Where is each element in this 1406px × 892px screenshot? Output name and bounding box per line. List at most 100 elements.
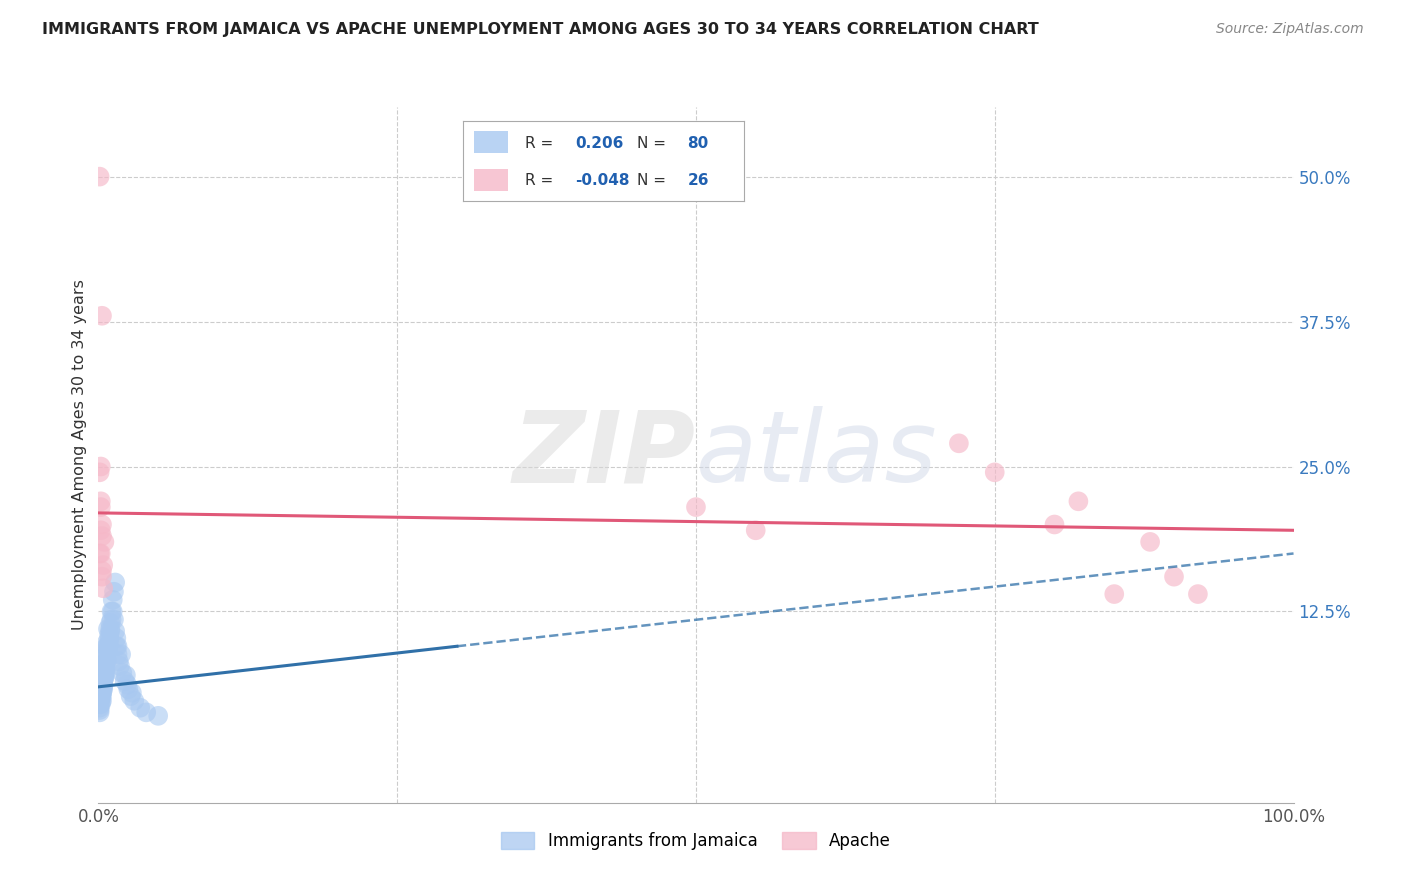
Point xyxy=(103,613,125,627)
Point xyxy=(114,674,136,689)
Text: atlas: atlas xyxy=(696,407,938,503)
Point xyxy=(91,686,114,700)
Point xyxy=(101,605,124,619)
Point xyxy=(745,523,768,537)
Point xyxy=(89,169,111,184)
Point xyxy=(90,689,112,703)
Point xyxy=(93,659,115,673)
Point xyxy=(94,662,117,677)
Point xyxy=(108,659,131,673)
Point xyxy=(91,680,114,694)
Point xyxy=(107,654,129,668)
Point xyxy=(97,642,120,657)
Point xyxy=(107,639,129,653)
Text: ZIP: ZIP xyxy=(513,407,696,503)
Text: Source: ZipAtlas.com: Source: ZipAtlas.com xyxy=(1216,22,1364,37)
Point xyxy=(1043,517,1066,532)
Point xyxy=(90,691,112,706)
Point xyxy=(91,686,114,700)
Point xyxy=(89,466,111,480)
Point xyxy=(91,582,114,596)
Point xyxy=(685,500,707,514)
Point xyxy=(90,680,112,694)
Point xyxy=(91,680,114,694)
Point xyxy=(100,613,122,627)
Point xyxy=(91,677,114,691)
Point xyxy=(1104,587,1126,601)
Point xyxy=(98,622,122,636)
Point xyxy=(105,639,128,653)
Point xyxy=(129,700,152,714)
Point xyxy=(124,694,146,708)
Point xyxy=(93,671,115,685)
Point xyxy=(104,624,127,639)
Point xyxy=(90,494,112,508)
Point xyxy=(90,459,112,474)
Point xyxy=(90,523,112,537)
Point xyxy=(91,689,114,703)
Point xyxy=(115,677,138,691)
Point xyxy=(948,436,970,450)
Point xyxy=(89,700,111,714)
Point xyxy=(103,584,125,599)
Point xyxy=(91,570,114,584)
Point xyxy=(90,688,112,702)
Point xyxy=(91,676,114,690)
Point xyxy=(110,648,132,662)
Point xyxy=(91,682,114,697)
Point xyxy=(1187,587,1209,601)
Point xyxy=(104,575,127,590)
Point xyxy=(98,615,122,630)
Point xyxy=(91,677,114,691)
Point xyxy=(94,651,117,665)
Point xyxy=(100,605,122,619)
Point xyxy=(115,668,138,682)
Point xyxy=(91,674,114,689)
Point xyxy=(93,657,115,671)
Text: IMMIGRANTS FROM JAMAICA VS APACHE UNEMPLOYMENT AMONG AGES 30 TO 34 YEARS CORRELA: IMMIGRANTS FROM JAMAICA VS APACHE UNEMPL… xyxy=(42,22,1039,37)
Legend: Immigrants from Jamaica, Apache: Immigrants from Jamaica, Apache xyxy=(495,826,897,857)
Point xyxy=(91,671,114,685)
Point xyxy=(91,558,114,573)
Point xyxy=(89,703,111,717)
Point xyxy=(97,639,120,653)
Point xyxy=(93,534,115,549)
Point xyxy=(105,631,128,645)
Point xyxy=(91,529,114,543)
Point xyxy=(91,309,114,323)
Point xyxy=(93,665,115,680)
Point xyxy=(90,683,112,698)
Point xyxy=(89,698,111,712)
Point xyxy=(111,665,134,680)
Point xyxy=(120,689,142,703)
Point xyxy=(91,668,114,682)
Point xyxy=(1163,570,1185,584)
Point xyxy=(93,671,115,685)
Point xyxy=(90,695,112,709)
Point xyxy=(94,657,117,671)
Point xyxy=(90,698,112,712)
Point xyxy=(101,592,124,607)
Point xyxy=(89,706,111,720)
Point xyxy=(91,564,114,578)
Point xyxy=(96,654,118,668)
Point xyxy=(89,694,111,708)
Point xyxy=(91,665,114,680)
Point xyxy=(117,682,139,697)
Point xyxy=(91,517,114,532)
Point xyxy=(98,631,121,645)
Point xyxy=(89,686,111,700)
Point xyxy=(98,628,121,642)
Point xyxy=(90,500,112,514)
Point xyxy=(90,546,112,561)
Point xyxy=(94,665,117,680)
Point xyxy=(98,636,121,650)
Point xyxy=(90,682,112,697)
Point xyxy=(96,636,118,650)
Point xyxy=(1067,494,1090,508)
Point xyxy=(93,668,115,682)
Point xyxy=(91,694,114,708)
Point xyxy=(96,639,118,653)
Point xyxy=(984,466,1007,480)
Y-axis label: Unemployment Among Ages 30 to 34 years: Unemployment Among Ages 30 to 34 years xyxy=(72,279,87,631)
